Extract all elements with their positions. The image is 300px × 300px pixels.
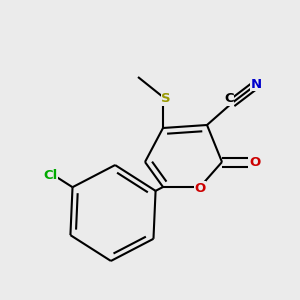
Text: S: S bbox=[161, 92, 171, 105]
Text: C: C bbox=[224, 92, 234, 105]
Text: Cl: Cl bbox=[43, 169, 57, 182]
Text: O: O bbox=[194, 182, 206, 195]
Text: N: N bbox=[250, 77, 262, 91]
Text: O: O bbox=[250, 155, 261, 169]
